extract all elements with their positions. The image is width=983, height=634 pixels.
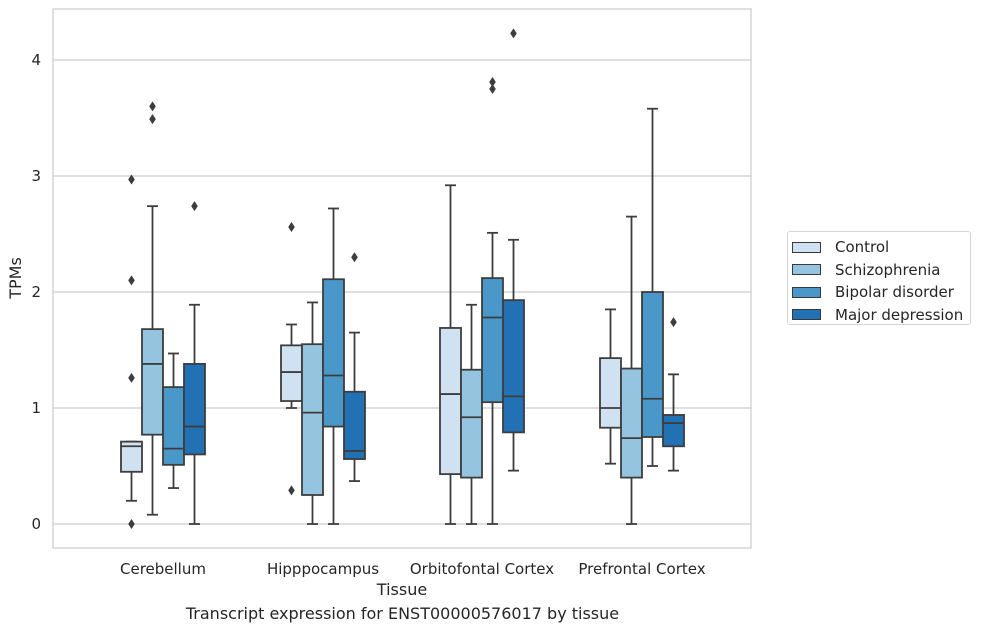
box-control [120, 174, 143, 529]
box-iqr [301, 343, 324, 496]
outlier-point [149, 114, 156, 125]
y-tick-label: 0 [31, 515, 41, 533]
legend-label: Schizophrenia [835, 260, 941, 279]
y-tick-label: 2 [31, 283, 41, 301]
outlier-point [670, 317, 677, 328]
box-iqr [280, 344, 303, 402]
outlier-point [128, 174, 135, 185]
box-schizophrenia [620, 215, 643, 525]
box-control [280, 222, 303, 496]
box-schizophrenia [460, 303, 483, 525]
box-control [439, 184, 462, 525]
legend-item: Schizophrenia [792, 259, 970, 282]
outlier-point [510, 28, 517, 39]
y-axis-label: TPMs [6, 257, 25, 300]
legend-item: Bipolar disorder [792, 281, 970, 304]
legend-label: Bipolar disorder [835, 283, 954, 302]
box-iqr [141, 328, 164, 436]
outlier-point [128, 372, 135, 383]
legend-swatch [792, 286, 821, 298]
y-tick-label: 4 [31, 51, 41, 69]
box-iqr [502, 299, 525, 434]
box-iqr [439, 327, 462, 476]
box-iqr [162, 386, 185, 466]
legend: Control Schizophrenia Bipolar disorder Majo… [787, 231, 971, 325]
box-iqr [343, 390, 366, 460]
legend-swatch [792, 309, 821, 321]
legend-swatch [792, 264, 821, 276]
y-tick-label: 1 [31, 399, 41, 417]
box-iqr [460, 368, 483, 479]
x-axis-label: Tissue [376, 580, 427, 599]
box-iqr [183, 363, 206, 456]
box-major-depression [343, 252, 366, 482]
outlier-point [489, 77, 496, 88]
outlier-point [489, 84, 496, 94]
outlier-point [128, 275, 135, 286]
x-tick-labels: Cerebellum Hipppocampus Orbitofontal Corte… [120, 560, 706, 578]
box-schizophrenia [301, 301, 324, 525]
boxes [120, 28, 685, 529]
outlier-point [149, 101, 156, 112]
legend-label: Major depression [835, 305, 964, 324]
outlier-point [351, 252, 358, 263]
box-iqr [481, 277, 504, 404]
box-major-depression [662, 317, 685, 472]
outlier-point [288, 222, 295, 233]
box-bipolar-disorder [641, 107, 664, 467]
box-control [599, 308, 622, 465]
y-tick-labels: 0 1 2 3 4 [31, 51, 41, 533]
x-tick-label: Orbitofontal Cortex [410, 560, 554, 578]
y-tick-label: 3 [31, 167, 41, 185]
x-tick-label: Prefrontal Cortex [578, 560, 705, 578]
legend-item: Control [792, 236, 970, 259]
plot-frame [52, 8, 752, 549]
box-bipolar-disorder [481, 77, 504, 525]
legend-swatch [792, 241, 821, 253]
figure-caption: Transcript expression for ENST0000057601… [185, 604, 620, 623]
box-iqr [662, 414, 685, 448]
box-iqr [322, 278, 345, 428]
x-tick-label: Cerebellum [120, 560, 206, 578]
legend-label: Control [835, 238, 890, 257]
outlier-point [191, 201, 198, 212]
box-iqr [641, 291, 664, 438]
box-iqr [599, 357, 622, 429]
legend-item: Major depression [792, 304, 970, 327]
x-tick-label: Hipppocampus [267, 560, 379, 578]
outlier-point [128, 519, 135, 529]
box-major-depression [502, 28, 525, 472]
box-iqr [620, 367, 643, 479]
box-iqr [120, 440, 143, 473]
box-schizophrenia [141, 101, 164, 516]
box-major-depression [183, 201, 206, 525]
box-bipolar-disorder [162, 352, 185, 489]
box-bipolar-disorder [322, 207, 345, 525]
outlier-point [288, 485, 295, 496]
